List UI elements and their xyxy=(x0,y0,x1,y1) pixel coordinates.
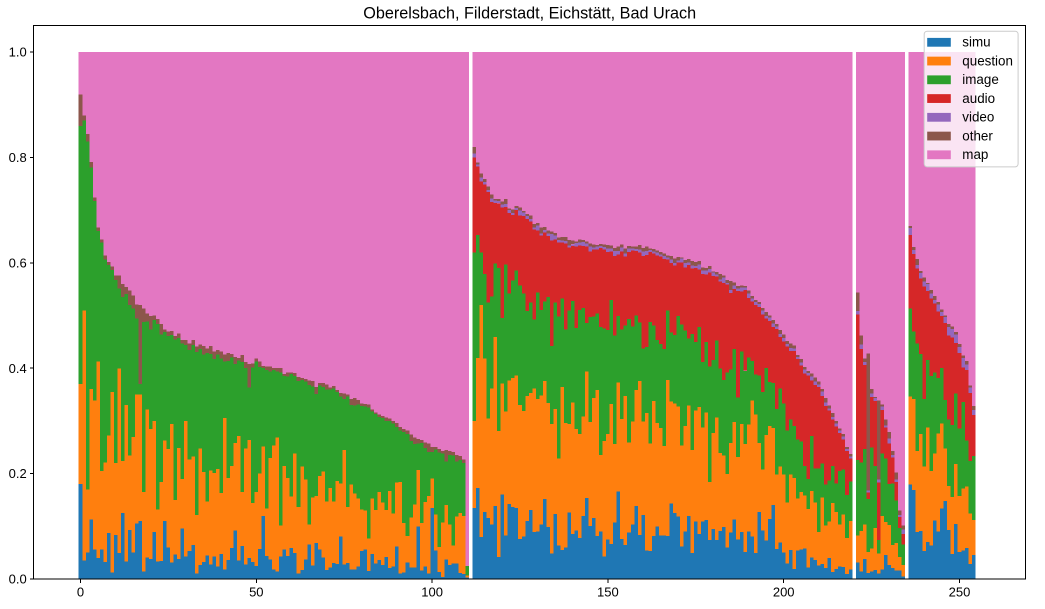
svg-text:50: 50 xyxy=(249,585,263,600)
svg-text:0.4: 0.4 xyxy=(9,361,27,376)
svg-text:simu: simu xyxy=(962,35,990,50)
svg-text:map: map xyxy=(962,147,988,162)
svg-text:1.0: 1.0 xyxy=(9,45,27,60)
svg-text:200: 200 xyxy=(773,585,795,600)
svg-text:video: video xyxy=(962,110,994,125)
svg-text:audio: audio xyxy=(962,91,995,106)
svg-text:image: image xyxy=(962,72,998,87)
svg-text:other: other xyxy=(962,128,993,143)
svg-text:0: 0 xyxy=(77,585,84,600)
svg-text:100: 100 xyxy=(421,585,443,600)
svg-text:0.2: 0.2 xyxy=(9,466,27,481)
svg-text:0.6: 0.6 xyxy=(9,255,27,270)
svg-text:question: question xyxy=(962,53,1013,68)
svg-text:150: 150 xyxy=(597,585,619,600)
svg-text:0.8: 0.8 xyxy=(9,150,27,165)
svg-text:250: 250 xyxy=(949,585,971,600)
svg-text:Oberelsbach, Filderstadt, Eich: Oberelsbach, Filderstadt, Eichstätt, Bad… xyxy=(363,5,696,23)
svg-text:0.0: 0.0 xyxy=(9,572,27,587)
